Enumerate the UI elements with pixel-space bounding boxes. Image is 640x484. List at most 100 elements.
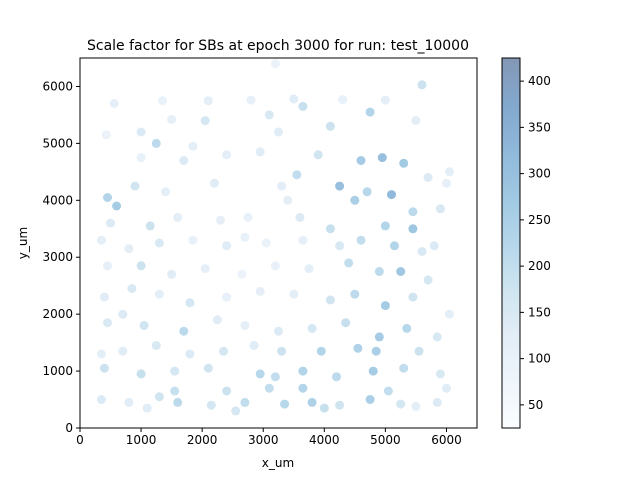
scatter-point <box>374 267 384 276</box>
scatter-point <box>417 247 427 256</box>
scatter-point <box>222 241 232 251</box>
scatter-point <box>280 399 290 409</box>
scatter-point <box>408 292 418 302</box>
scatter-point <box>130 181 140 191</box>
x-tick-label: 3000 <box>248 433 279 447</box>
scatter-point <box>209 178 219 188</box>
colorbar-tick-label: 50 <box>528 398 543 412</box>
scatter-point <box>368 366 378 376</box>
scatter-point <box>167 269 177 279</box>
scatter-point <box>179 326 189 336</box>
scatter-point <box>277 181 287 191</box>
scatter-point <box>96 349 106 359</box>
colorbar-ticks: 50 100 150 200 250 300 350 400 <box>520 74 551 412</box>
scatter-point <box>383 386 393 396</box>
scatter-point <box>167 115 177 124</box>
scatter-point <box>277 346 287 356</box>
scatter-point <box>298 366 308 376</box>
scatter-point <box>332 372 341 382</box>
x-axis: 0 1000 2000 3000 4000 5000 6000 <box>76 428 462 447</box>
scatter-point <box>103 193 112 202</box>
scatter-point <box>203 96 213 106</box>
x-tick-label: 1000 <box>126 433 157 447</box>
scatter-point <box>341 318 351 328</box>
scatter-point <box>270 59 280 69</box>
scatter-point <box>136 261 146 271</box>
scatter-point <box>307 397 317 407</box>
y-tick-label: 3000 <box>42 250 73 264</box>
scatter-point <box>154 392 164 402</box>
scatter-point <box>396 399 406 409</box>
colorbar-tick-label: 100 <box>528 352 551 366</box>
scatter-point <box>151 341 161 350</box>
scatter-point <box>188 141 198 151</box>
scatter-point <box>298 101 308 111</box>
scatter-point <box>173 397 183 407</box>
scatter-point <box>356 235 366 245</box>
scatter-point <box>289 94 299 104</box>
scatter-point <box>173 212 183 222</box>
scatter-point <box>200 116 210 126</box>
colorbar-tick-label: 350 <box>528 120 551 134</box>
scatter-point <box>136 127 146 137</box>
scatter-point <box>399 158 409 168</box>
scatter-point <box>325 224 335 234</box>
scatter-point <box>103 318 112 328</box>
scatter-point <box>240 321 250 330</box>
scatter-point <box>99 292 109 302</box>
scatter-point <box>338 95 348 105</box>
scatter-point <box>335 400 345 410</box>
scatter-point <box>154 238 164 248</box>
scatter-point <box>307 323 317 333</box>
scatter-point <box>283 195 293 205</box>
scatter-point <box>295 212 305 222</box>
scatter-point <box>445 167 454 177</box>
scatter-point <box>362 187 372 197</box>
scatter-point <box>109 99 119 108</box>
y-tick-label: 1000 <box>42 364 73 378</box>
colorbar: 50 100 150 200 250 300 350 400 <box>501 57 551 429</box>
scatter-point <box>298 383 308 393</box>
scatter-points <box>96 59 454 416</box>
scatter-point <box>243 212 253 222</box>
scatter-point <box>414 346 424 356</box>
scatter-point <box>255 286 265 296</box>
scatter-point <box>136 153 146 163</box>
scatter-point <box>325 121 335 131</box>
y-axis-label: y_um <box>16 227 30 259</box>
scatter-point <box>292 170 302 180</box>
scatter-point <box>255 369 265 379</box>
scatter-point <box>380 301 390 311</box>
scatter-point <box>435 369 445 379</box>
scatter-point <box>237 269 247 279</box>
scatter-point <box>442 178 451 188</box>
scatter-point <box>240 232 250 242</box>
scatter-point <box>139 321 149 330</box>
scatter-point <box>96 235 106 245</box>
scatter-point <box>219 346 228 356</box>
colorbar-tick-label: 300 <box>528 167 551 181</box>
scatter-point <box>423 173 433 182</box>
scatter-point <box>289 289 299 299</box>
scatter-point <box>432 397 442 407</box>
scatter-point <box>371 346 381 356</box>
scatter-point <box>145 221 155 231</box>
x-tick-label: 4000 <box>309 433 340 447</box>
y-tick-label: 5000 <box>42 136 73 150</box>
scatter-point <box>325 295 335 305</box>
scatter-point <box>350 289 360 299</box>
scatter-point <box>374 332 384 342</box>
scatter-point <box>264 110 274 120</box>
scatter-point <box>396 267 406 276</box>
scatter-point <box>411 401 421 411</box>
scatter-point <box>124 397 134 407</box>
scatter-point <box>411 116 421 126</box>
scatter-point <box>270 261 280 271</box>
y-tick-label: 2000 <box>42 307 73 321</box>
scatter-point <box>185 349 195 359</box>
scatter-point <box>356 156 366 165</box>
scatter-point <box>99 363 109 373</box>
x-tick-label: 2000 <box>187 433 218 447</box>
scatter-point <box>319 403 329 413</box>
scatter-point <box>435 204 445 214</box>
